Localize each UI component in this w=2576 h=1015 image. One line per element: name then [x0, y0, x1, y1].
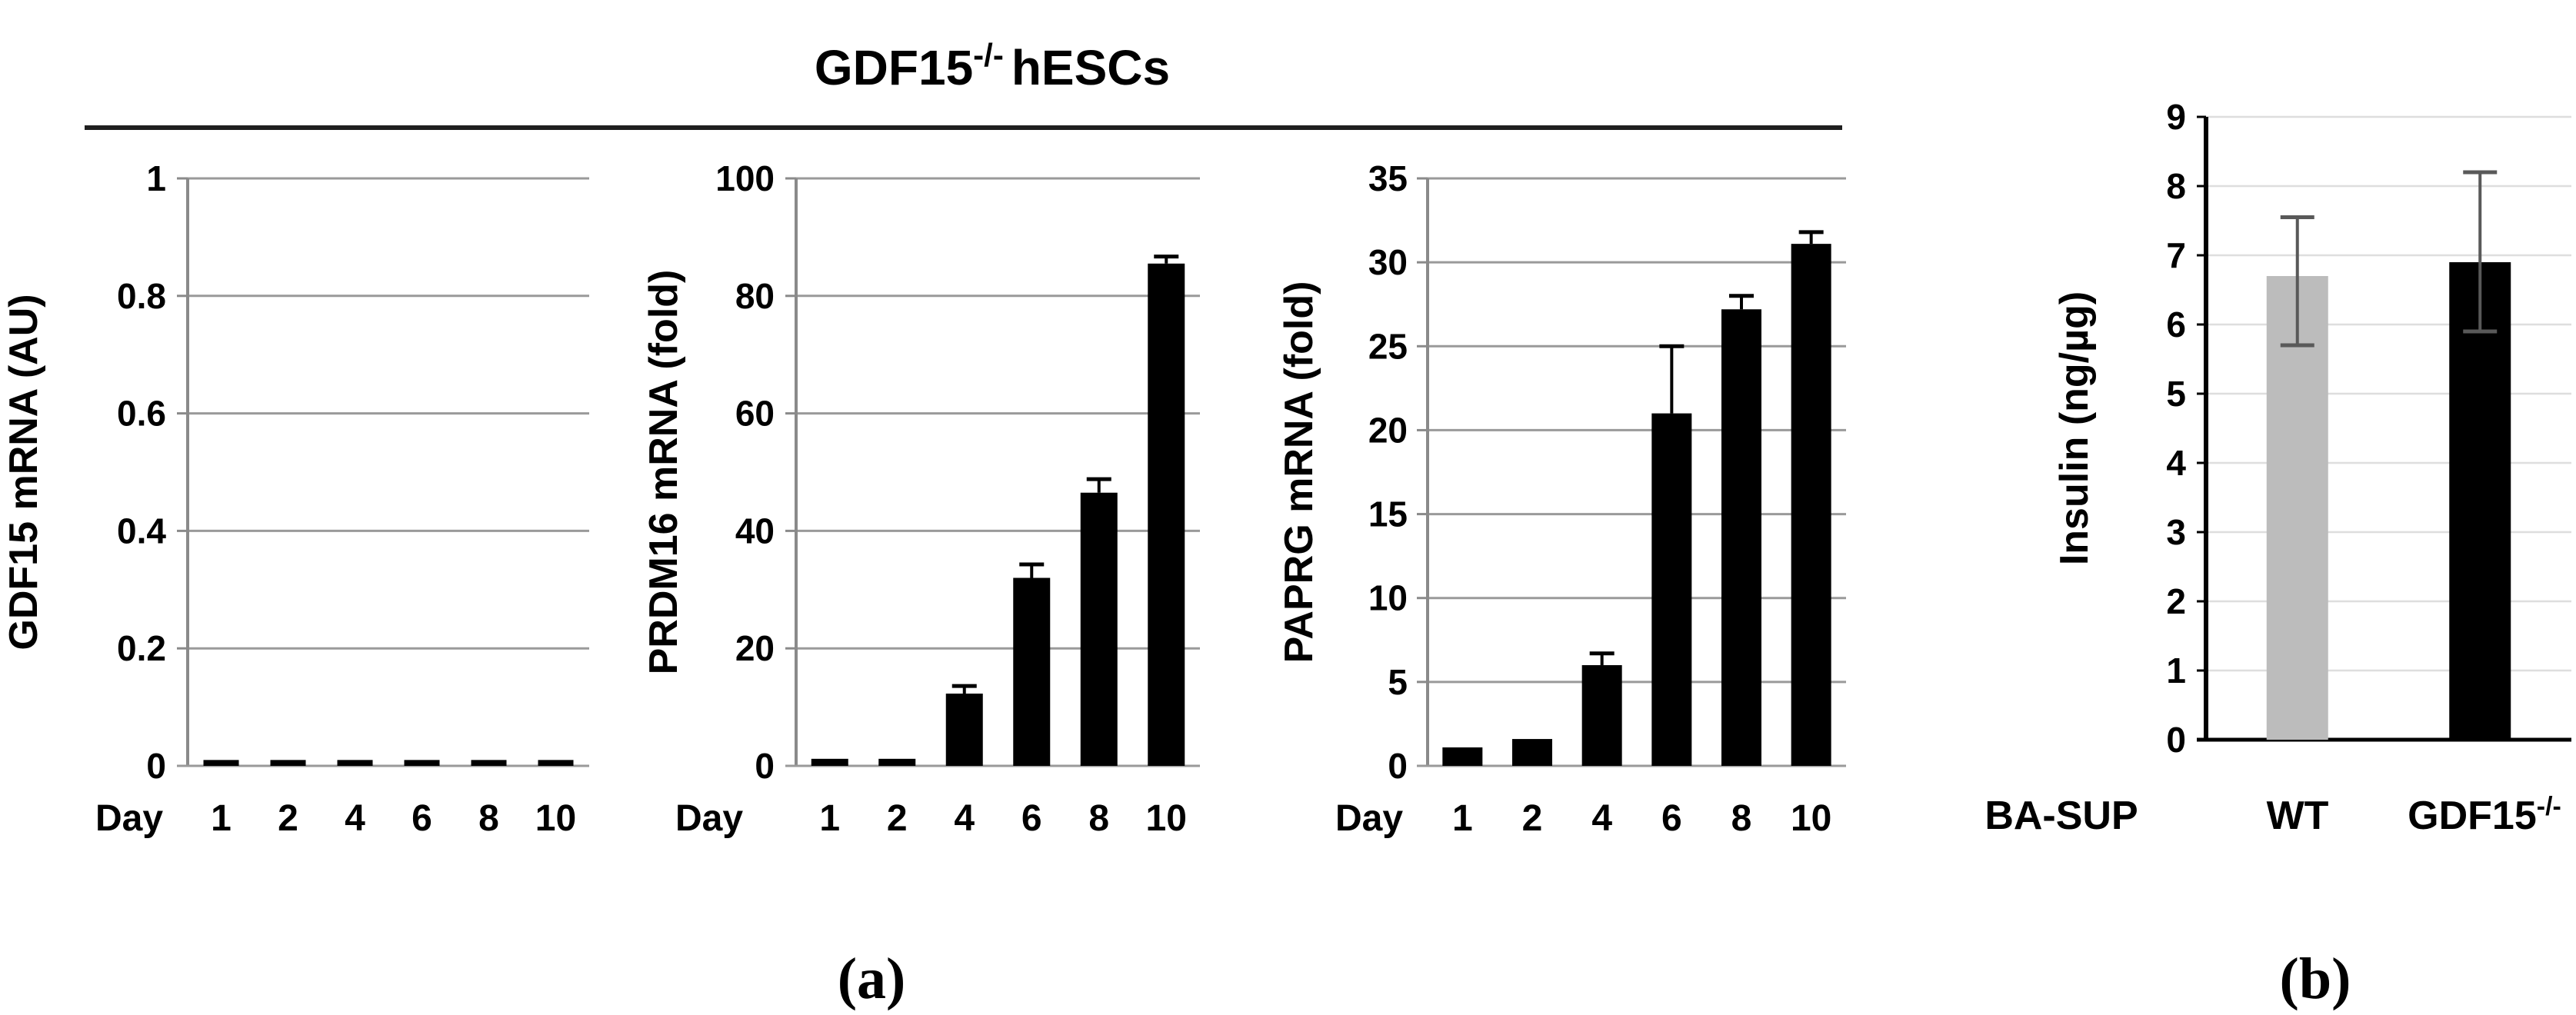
- ytick-label: 15: [1368, 494, 1408, 534]
- bar-8: [471, 760, 507, 766]
- bar-8: [1080, 492, 1118, 766]
- ytick-label: 35: [1368, 158, 1408, 198]
- chart-2: 0 5 10 15 20 25 30 35 1 2 4 6 8 10: [1368, 158, 1846, 839]
- chart-0: 0 0.2 0.4 0.6 0.8 1 1 2 4 6 8 10: [117, 158, 589, 839]
- panel-a-letter: (a): [838, 947, 906, 1011]
- bar-6: [404, 760, 440, 766]
- xtick-label: 4: [345, 798, 365, 839]
- ytick-label: 2: [2166, 581, 2186, 621]
- xtick-label: 2: [278, 798, 298, 839]
- day-prefix-chart2: Day: [675, 798, 743, 839]
- ytick-label: 3: [2166, 512, 2186, 552]
- xtick-label: 10: [1791, 798, 1831, 839]
- bar-2: [1512, 739, 1552, 766]
- ytick-label: 8: [2166, 166, 2186, 206]
- bar-GDF15-/-: [2449, 262, 2511, 740]
- bar-10: [538, 760, 574, 766]
- wt-label: WT: [2267, 794, 2329, 838]
- ytick-label: 10: [1368, 578, 1408, 618]
- ytick-label: 0: [146, 746, 166, 786]
- ytick-label: 40: [735, 511, 775, 551]
- xtick-label: 2: [1522, 798, 1543, 839]
- ytick-label: 1: [146, 158, 166, 198]
- ytick-label: 0.4: [117, 511, 166, 551]
- ko-label-main: GDF15: [2408, 794, 2537, 838]
- xtick-label: 8: [1731, 798, 1752, 839]
- bar-1: [811, 758, 848, 766]
- xtick-label: 6: [1021, 798, 1042, 839]
- xtick-label: 8: [478, 798, 499, 839]
- yaxis-label-gdf15: GDF15 mRNA (AU): [2, 294, 46, 650]
- ytick-label: 80: [735, 276, 775, 316]
- ytick-label: 20: [1368, 410, 1408, 450]
- ytick-label: 60: [735, 394, 775, 434]
- xtick-label: 1: [819, 798, 840, 839]
- title-gene: GDF15: [815, 40, 973, 95]
- bar-1: [203, 760, 239, 766]
- chart-3: 0 1 2 3 4 5 6 7 8 9: [2166, 97, 2571, 760]
- bar-8: [1721, 309, 1761, 767]
- yaxis-label-paprg: PAPRG mRNA (fold): [1277, 281, 1321, 664]
- xtick-label: 10: [535, 798, 576, 839]
- day-prefix-chart1: Day: [95, 798, 163, 839]
- ytick-label: 4: [2166, 443, 2186, 483]
- xtick-label: 4: [954, 798, 975, 839]
- panel-b-letter: (b): [2280, 947, 2351, 1011]
- xtick-label: 1: [1452, 798, 1473, 839]
- bar-6: [1013, 577, 1051, 766]
- xtick-label: 6: [412, 798, 432, 839]
- yaxis-label-insulin: Insulin (ng/µg): [2052, 291, 2097, 565]
- chart-1: 0 20 40 60 80 100 1 2 4 6 8 10: [715, 158, 1200, 839]
- bar-10: [1148, 263, 1185, 766]
- bar-1: [1442, 747, 1483, 766]
- title-superscript: -/-: [973, 37, 1004, 73]
- ytick-label: 20: [735, 628, 775, 668]
- xtick-label: 4: [1591, 798, 1612, 839]
- day-prefix-chart3: Day: [1335, 798, 1403, 839]
- bar-4: [945, 694, 983, 766]
- ytick-label: 5: [2166, 374, 2186, 414]
- ytick-label: 100: [715, 158, 775, 198]
- ytick-label: 1: [2166, 651, 2186, 691]
- xtick-label: 1: [211, 798, 232, 839]
- xtick-label: 6: [1661, 798, 1682, 839]
- bar-2: [270, 760, 306, 766]
- ytick-label: 0.8: [117, 276, 166, 316]
- ytick-label: 25: [1368, 326, 1408, 366]
- ko-label-superscript: -/-: [2537, 792, 2561, 821]
- ytick-label: 6: [2166, 304, 2186, 344]
- ytick-label: 0.2: [117, 628, 166, 668]
- bar-WT: [2266, 276, 2328, 740]
- bar-4: [337, 760, 373, 766]
- yaxis-label-prdm16: PRDM16 mRNA (fold): [642, 270, 686, 675]
- bar-4: [1581, 665, 1622, 766]
- gdf15-ko-label: GDF15-/-: [2408, 792, 2561, 838]
- xtick-label: 2: [887, 798, 908, 839]
- ytick-label: 0: [1388, 746, 1408, 786]
- ytick-label: 9: [2166, 97, 2186, 137]
- bar-2: [878, 758, 916, 766]
- ytick-label: 0: [755, 746, 775, 786]
- ytick-label: 30: [1368, 242, 1408, 282]
- ytick-label: 0: [2166, 720, 2186, 760]
- title-cells: hESCs: [1011, 40, 1170, 95]
- xtick-label: 8: [1088, 798, 1109, 839]
- bar-6: [1651, 413, 1692, 766]
- ba-sup-label: BA-SUP: [1984, 794, 2138, 838]
- panel-a-title: GDF15-/- hESCs: [815, 37, 1170, 95]
- ytick-label: 5: [1388, 662, 1408, 702]
- bar-10: [1791, 244, 1831, 766]
- xtick-label: 10: [1146, 798, 1187, 839]
- ytick-label: 0.6: [117, 394, 166, 434]
- ytick-label: 7: [2166, 235, 2186, 275]
